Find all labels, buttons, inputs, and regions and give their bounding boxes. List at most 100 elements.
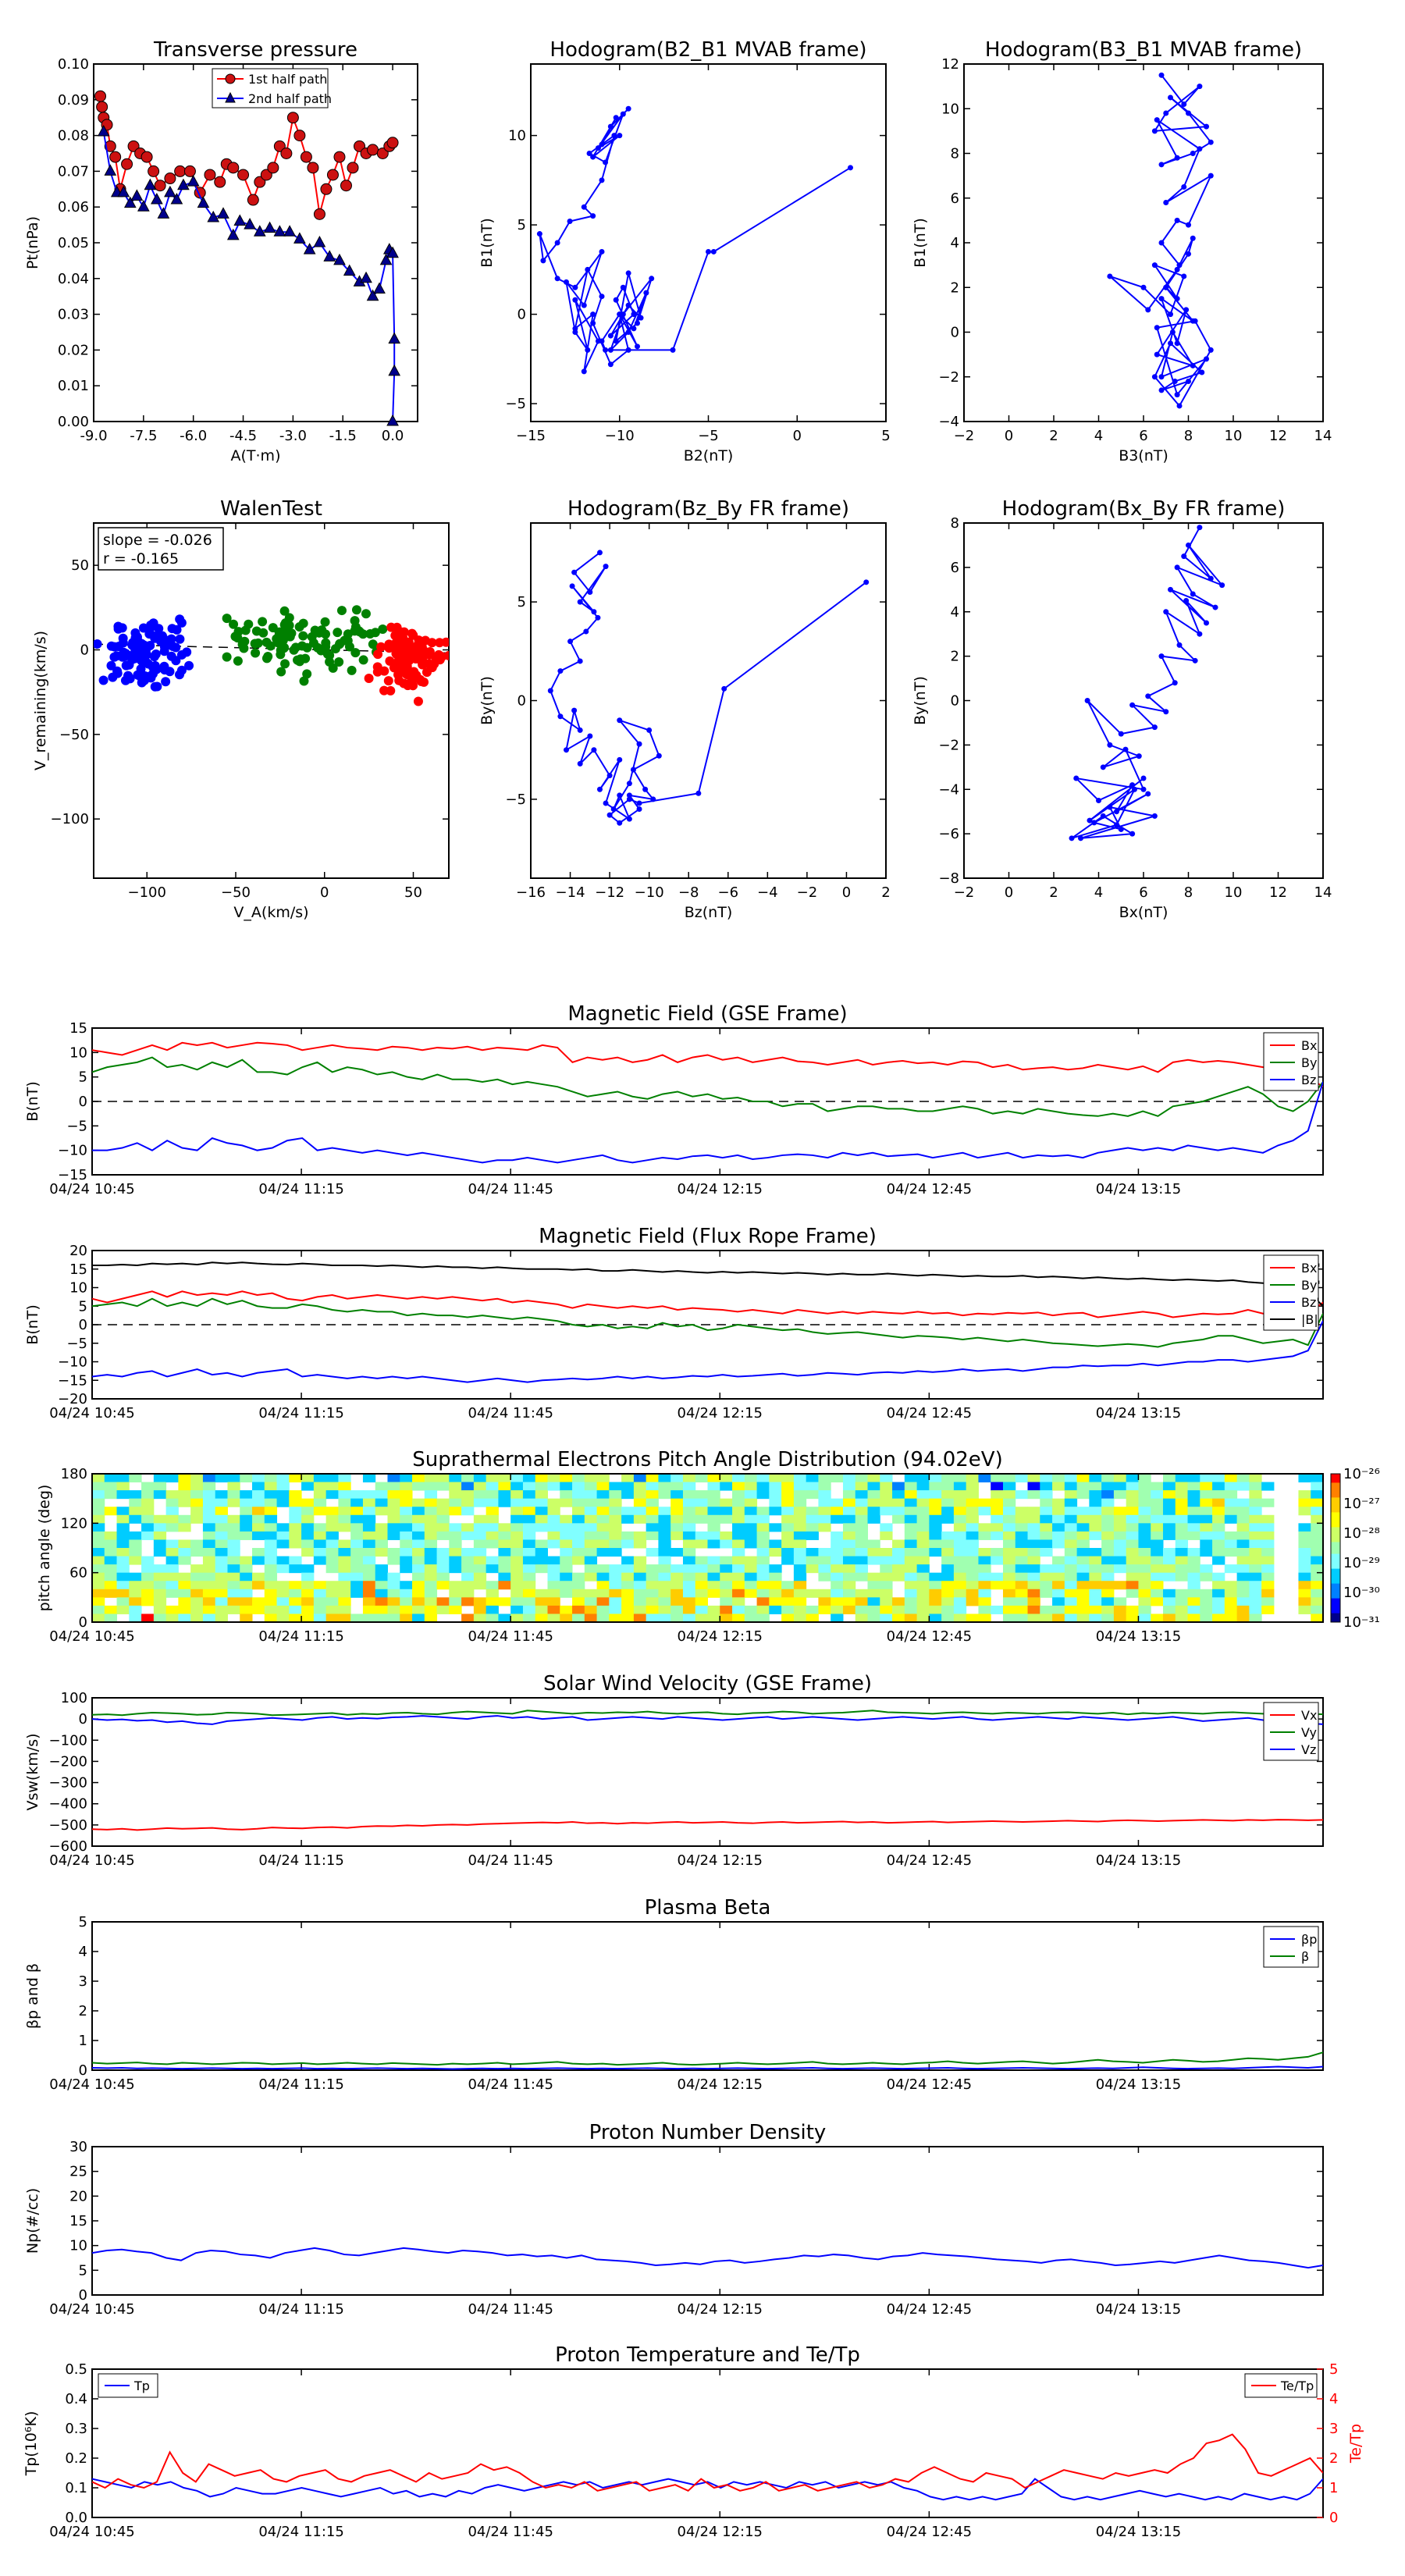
data-point [321, 629, 331, 639]
heatmap-cell [240, 1556, 253, 1565]
heatmap-cell [436, 1581, 450, 1590]
heatmap-cell [289, 1531, 302, 1540]
legend-label: By' [1301, 1278, 1321, 1293]
colorbar-label: 10⁻³⁰ [1343, 1585, 1380, 1601]
heatmap-cell [104, 1474, 118, 1483]
heatmap-cell [165, 1564, 179, 1574]
heatmap-cell [535, 1514, 548, 1524]
data-point [383, 676, 393, 686]
heatmap-cell [695, 1597, 708, 1606]
x-tick-label: 04/24 11:15 [258, 1852, 343, 1869]
x-tick-label: 04/24 11:45 [468, 1181, 553, 1197]
heatmap-cell [264, 1482, 278, 1491]
heatmap-cell [584, 1564, 598, 1574]
data-point [321, 638, 331, 648]
colorbar-segment [1331, 1521, 1340, 1525]
y-tick-label: 5 [79, 1069, 87, 1086]
colorbar-segment [1331, 1533, 1340, 1537]
heatmap-cell [375, 1589, 388, 1598]
heatmap-cell [880, 1605, 893, 1614]
heatmap-cell [338, 1498, 351, 1507]
x-tick-label: 5 [881, 428, 890, 444]
heatmap-cell [560, 1581, 573, 1590]
data-point [620, 111, 626, 117]
data-point [373, 649, 383, 660]
y-axis-label: V_remaining(km/s) [32, 631, 49, 770]
heatmap-cell [596, 1531, 610, 1540]
heatmap-cell [1002, 1531, 1016, 1540]
data-point [413, 696, 423, 706]
heatmap-cell [1311, 1498, 1324, 1507]
data-point [325, 650, 335, 660]
heatmap-cell [547, 1523, 560, 1532]
heatmap-cell [818, 1498, 831, 1507]
heatmap-cell [325, 1614, 339, 1623]
heatmap-cell [522, 1556, 536, 1565]
heatmap-cell [104, 1572, 118, 1582]
heatmap-cell [855, 1514, 869, 1524]
heatmap-cell [449, 1539, 462, 1549]
heatmap-cell [880, 1531, 893, 1540]
heatmap-cell [991, 1581, 1004, 1590]
y-tick-label: 0 [79, 1711, 87, 1727]
heatmap-cell [1236, 1548, 1250, 1557]
data-point [1176, 642, 1183, 648]
colorbar-segment [1331, 1542, 1340, 1546]
colorbar-segment [1331, 1598, 1340, 1602]
data-point [547, 688, 553, 694]
heatmap-cell [116, 1589, 130, 1598]
heatmap-cell [793, 1474, 807, 1483]
heatmap-cell [1027, 1474, 1040, 1483]
heatmap-cell [695, 1474, 708, 1483]
heatmap-cell [1052, 1482, 1065, 1491]
data-point [197, 196, 210, 208]
heatmap-cell [202, 1581, 216, 1590]
heatmap-cell [1138, 1572, 1151, 1582]
heatmap-cell [744, 1556, 758, 1565]
heatmap-cell [1224, 1539, 1238, 1549]
data-point [94, 90, 107, 102]
colorbar-segment [1331, 1506, 1340, 1510]
x-tick-label: 0 [320, 884, 329, 901]
data-point [307, 632, 317, 642]
heatmap-cell [793, 1507, 807, 1516]
heatmap-cell [1076, 1581, 1090, 1590]
data-point [340, 180, 352, 192]
heatmap-cell [1089, 1548, 1102, 1557]
heatmap-cell [412, 1548, 425, 1557]
data-point [1172, 378, 1178, 384]
heatmap-cell [227, 1581, 240, 1590]
heatmap-cell [362, 1614, 376, 1623]
heatmap-cell [1298, 1548, 1311, 1557]
data-point [161, 677, 171, 687]
data-point [656, 753, 662, 759]
heatmap-cell [510, 1539, 524, 1549]
y-tick-label: 12 [941, 56, 959, 73]
y-axis-label: Np(#/cc) [24, 2188, 41, 2254]
heatmap-cell [1015, 1597, 1029, 1606]
heatmap-cell [313, 1531, 327, 1540]
heatmap-cell [1138, 1531, 1151, 1540]
data-point [217, 207, 229, 219]
heatmap-cell [1101, 1507, 1115, 1516]
data-point [1163, 110, 1169, 116]
data-point [343, 264, 356, 276]
heatmap-cell [855, 1564, 869, 1574]
heatmap-cell [1015, 1539, 1029, 1549]
heatmap-cell [646, 1597, 659, 1606]
data-point [635, 343, 640, 350]
heatmap-cell [695, 1589, 708, 1598]
heatmap-cell [1187, 1490, 1200, 1500]
colorbar-segment [1331, 1578, 1340, 1582]
heatmap-cell [1126, 1605, 1139, 1614]
x-tick-label: 04/24 11:15 [258, 2301, 343, 2318]
heatmap-cell [596, 1589, 610, 1598]
heatmap-cell [535, 1614, 548, 1623]
heatmap-cell [855, 1482, 869, 1491]
heatmap-cell [362, 1507, 376, 1516]
x-tick-label: −2 [797, 884, 818, 901]
plot-frame [93, 63, 418, 422]
heatmap-cell [325, 1507, 339, 1516]
heatmap-cell [190, 1564, 204, 1574]
heatmap-cell [400, 1539, 413, 1549]
